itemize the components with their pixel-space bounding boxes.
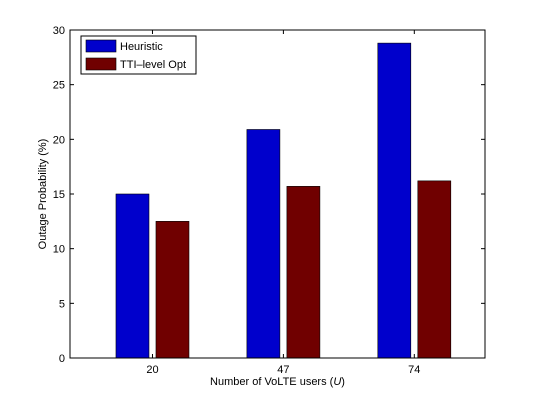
y-tick-label: 0 <box>59 353 65 365</box>
x-tick-label: 47 <box>277 364 289 376</box>
x-axis-label: Number of VoLTE users (U) <box>210 376 345 388</box>
legend-label-heuristic: Heuristic <box>120 41 163 53</box>
legend-swatch-heuristic <box>85 39 117 53</box>
y-ticks-group: 0 5 10 15 20 25 30 <box>53 25 485 365</box>
plot-frame <box>69 29 486 359</box>
legend-swatch-tti-level-opt <box>85 57 117 71</box>
y-tick-label: 5 <box>59 298 65 310</box>
x-ticks-group: 20 47 74 <box>146 30 420 376</box>
bar-heuristic-74 <box>377 42 412 359</box>
y-axis-label: Outage Probability (%) <box>37 139 49 250</box>
y-tick-label: 25 <box>53 80 65 92</box>
y-tick-label: 15 <box>53 189 65 201</box>
x-tick-label: 74 <box>408 364 420 376</box>
legend: Heuristic TTI–level Opt <box>80 35 197 75</box>
bar-tti-level-opt-74 <box>417 180 452 359</box>
x-tick-label: 20 <box>146 364 158 376</box>
bar-tti-level-opt-47 <box>286 186 321 359</box>
bars-group <box>115 42 452 359</box>
legend-label-tti-level-opt: TTI–level Opt <box>120 59 186 71</box>
y-tick-label: 20 <box>53 134 65 146</box>
y-tick-label: 30 <box>53 25 65 37</box>
y-tick-label: 10 <box>53 244 65 256</box>
bar-heuristic-47 <box>246 129 281 359</box>
bar-heuristic-20 <box>115 193 150 359</box>
bar-tti-level-opt-20 <box>155 221 190 359</box>
